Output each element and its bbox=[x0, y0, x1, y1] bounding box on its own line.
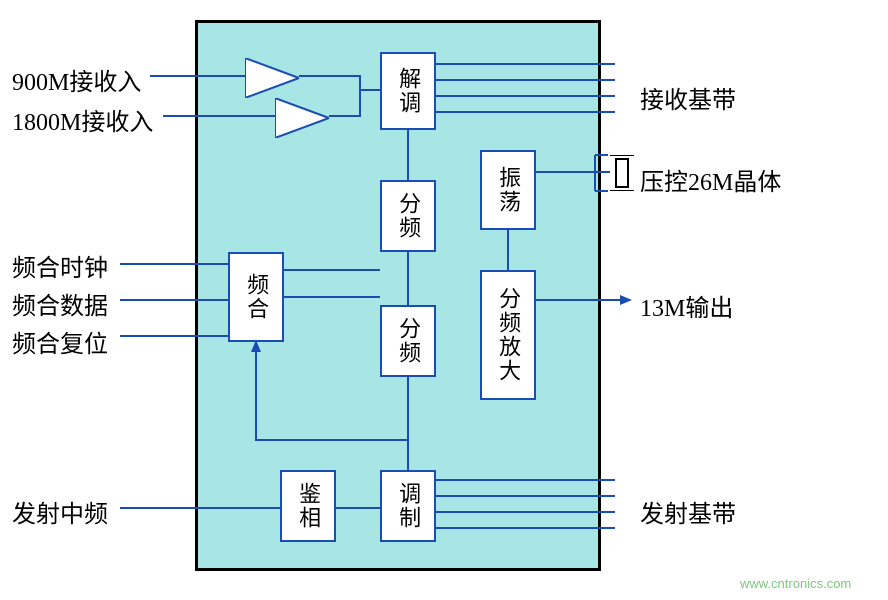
rx-1800m-label: 1800M接收入 bbox=[12, 102, 153, 137]
block-label: 振荡 bbox=[496, 166, 520, 214]
synth-data-label: 频合数据 bbox=[12, 286, 108, 321]
phase-detector-block: 鉴相 bbox=[280, 470, 336, 542]
block-label: 频合 bbox=[244, 273, 268, 321]
synthesizer-block: 频合 bbox=[228, 252, 284, 342]
crystal-label: 压控26M晶体 bbox=[640, 162, 781, 197]
tx-baseband-label: 发射基带 bbox=[640, 494, 736, 529]
diagram-canvas: 解调 分频 分频 调制 振荡 分频放大 频合 鉴相 900M接收入 1800M接… bbox=[0, 0, 888, 600]
demodulator-block: 解调 bbox=[380, 52, 436, 130]
rx-baseband-label: 接收基带 bbox=[640, 80, 736, 115]
output-13m-label: 13M输出 bbox=[640, 288, 733, 323]
watermark-text: www.cntronics.com bbox=[740, 576, 851, 591]
divider-amplifier-block: 分频放大 bbox=[480, 270, 536, 400]
amplifier-icon bbox=[245, 58, 299, 98]
crystal-icon bbox=[610, 155, 634, 191]
synth-reset-label: 频合复位 bbox=[12, 324, 108, 359]
block-label: 分频放大 bbox=[496, 287, 520, 383]
modulator-block: 调制 bbox=[380, 470, 436, 542]
tx-if-label: 发射中频 bbox=[12, 494, 108, 529]
oscillator-block: 振荡 bbox=[480, 150, 536, 230]
block-label: 分频 bbox=[396, 192, 420, 240]
block-label: 调制 bbox=[396, 482, 420, 530]
block-label: 分频 bbox=[396, 317, 420, 365]
divider-block-2: 分频 bbox=[380, 305, 436, 377]
rx-900m-label: 900M接收入 bbox=[12, 62, 141, 97]
block-label: 解调 bbox=[396, 67, 420, 115]
amplifier-icon bbox=[275, 98, 329, 138]
divider-block-1: 分频 bbox=[380, 180, 436, 252]
synth-clock-label: 频合时钟 bbox=[12, 248, 108, 283]
block-label: 鉴相 bbox=[296, 482, 320, 530]
